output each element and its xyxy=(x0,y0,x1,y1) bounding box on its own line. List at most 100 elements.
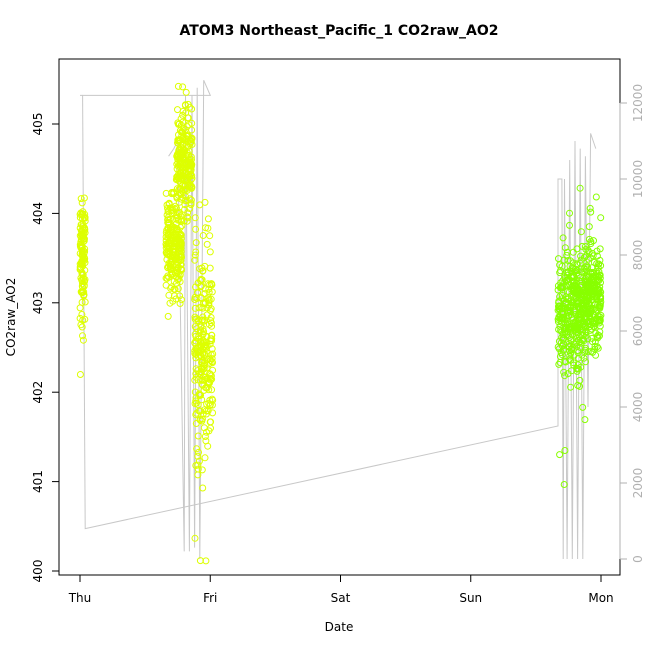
data-point xyxy=(206,340,214,348)
data-point xyxy=(584,348,592,356)
data-point xyxy=(586,204,594,212)
data-point xyxy=(573,261,581,269)
data-point xyxy=(175,137,183,145)
data-point xyxy=(559,346,567,354)
data-point xyxy=(597,214,605,222)
data-point xyxy=(582,328,590,335)
data-point xyxy=(208,355,216,363)
data-point xyxy=(78,288,85,296)
data-point xyxy=(182,169,190,177)
data-point xyxy=(81,255,89,263)
data-point xyxy=(77,209,85,217)
data-point xyxy=(571,308,579,316)
data-point xyxy=(560,481,568,488)
data-point xyxy=(206,264,214,272)
data-point xyxy=(556,322,564,330)
data-point xyxy=(566,328,574,336)
data-point xyxy=(80,229,88,237)
data-point xyxy=(556,451,564,459)
data-point xyxy=(587,238,595,246)
data-point xyxy=(191,400,199,408)
data-point xyxy=(595,286,603,293)
data-point xyxy=(194,465,202,473)
data-point xyxy=(566,306,574,314)
data-point xyxy=(577,256,585,264)
data-point xyxy=(577,252,585,260)
data-point xyxy=(566,352,574,360)
y-tick-label: 400 xyxy=(31,560,45,583)
data-point xyxy=(584,335,592,343)
data-point xyxy=(572,265,580,273)
data-point xyxy=(201,352,208,360)
data-point xyxy=(79,283,87,291)
data-point xyxy=(571,326,579,334)
data-point xyxy=(205,386,213,394)
data-point xyxy=(208,375,216,383)
y-tick-label: 402 xyxy=(31,381,45,404)
data-point xyxy=(566,356,574,364)
data-point xyxy=(199,325,207,333)
data-point xyxy=(207,376,215,384)
data-point xyxy=(568,292,575,300)
data-point xyxy=(80,194,88,202)
y2-tick-label: 10000 xyxy=(631,160,645,198)
data-point xyxy=(588,295,596,303)
data-point xyxy=(81,245,89,253)
data-point xyxy=(206,355,214,363)
data-point xyxy=(590,323,598,331)
data-point xyxy=(201,433,209,440)
data-point xyxy=(195,457,203,465)
data-point xyxy=(165,259,173,267)
data-point xyxy=(205,288,213,296)
data-point xyxy=(170,226,178,234)
data-point xyxy=(559,277,567,285)
data-point xyxy=(196,557,204,565)
data-point xyxy=(581,243,589,250)
data-point xyxy=(185,147,193,155)
data-point xyxy=(582,332,590,339)
primary-y-axis: 400 401 402 403 404 405 xyxy=(31,113,60,583)
data-point xyxy=(559,234,567,242)
data-point xyxy=(192,225,200,233)
y2-tick-label: 12000 xyxy=(631,84,645,122)
data-point xyxy=(562,358,570,366)
y-tick-label: 401 xyxy=(31,470,45,493)
data-point xyxy=(197,323,205,331)
data-point xyxy=(582,263,590,271)
data-point xyxy=(587,208,595,216)
data-point xyxy=(195,348,203,356)
data-point xyxy=(590,322,597,330)
data-point xyxy=(192,248,200,256)
data-point xyxy=(188,184,196,192)
y2-tick-label: 0 xyxy=(631,555,645,563)
data-point xyxy=(175,150,183,158)
data-point xyxy=(593,270,601,278)
data-point xyxy=(564,271,572,279)
data-point xyxy=(79,253,87,261)
data-point xyxy=(81,266,89,274)
data-point xyxy=(172,269,179,277)
x-tick-label: Sat xyxy=(331,591,351,605)
data-point xyxy=(194,376,202,384)
data-point xyxy=(179,186,187,194)
data-point xyxy=(192,365,200,373)
data-point xyxy=(173,226,181,234)
data-point xyxy=(583,295,591,302)
data-point xyxy=(596,302,604,310)
data-point xyxy=(199,267,207,275)
data-point xyxy=(204,224,212,232)
data-point xyxy=(593,247,601,255)
data-point xyxy=(78,243,86,251)
secondary-y-axis: 0 2000 4000 6000 8000 10000 12000 xyxy=(619,84,645,563)
data-point xyxy=(170,285,178,293)
chart-title: ATOM3 Northeast_Pacific_1 CO2raw_AO2 xyxy=(179,23,498,39)
data-point xyxy=(177,261,185,269)
data-point xyxy=(594,334,602,342)
data-point xyxy=(178,217,185,225)
data-point xyxy=(77,321,85,329)
data-point xyxy=(177,296,185,304)
data-point xyxy=(179,164,187,171)
data-point xyxy=(567,383,575,391)
y2-tick-label: 2000 xyxy=(631,468,645,499)
data-point xyxy=(184,138,192,145)
